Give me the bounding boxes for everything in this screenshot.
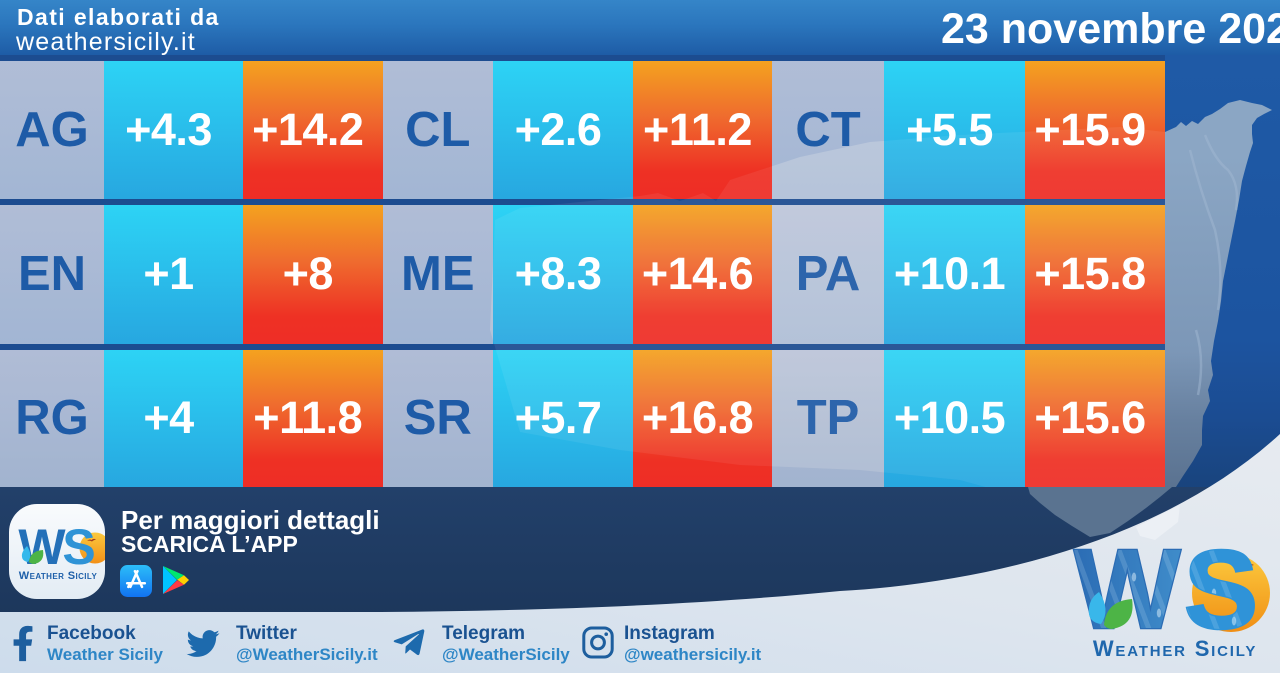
svg-text:S: S	[62, 519, 95, 575]
svg-text:Weather Sicily: Weather Sicily	[1093, 636, 1257, 661]
svg-text:S: S	[1184, 537, 1258, 652]
svg-text:W: W	[1074, 537, 1181, 652]
svg-text:Weather Sicily: Weather Sicily	[19, 570, 98, 582]
svg-text:W: W	[18, 519, 66, 575]
